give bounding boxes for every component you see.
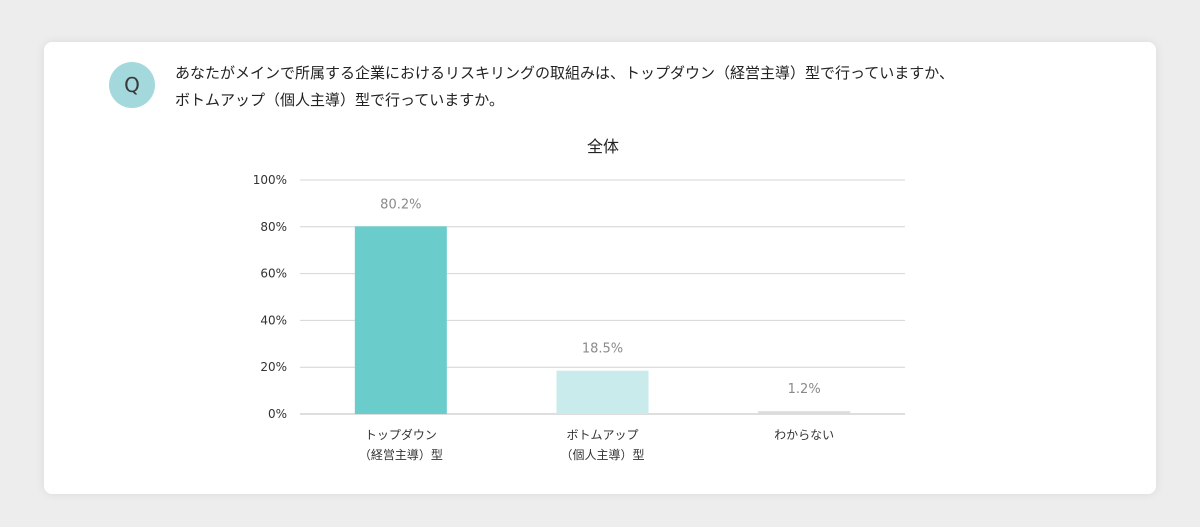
question-line-1: あなたがメインで所属する企業におけるリスキリングの取組みは、トップダウン（経営主… [175,64,954,82]
x-axis-ticks: トップダウン （経営主導）型 ボトムアップ （個人主導）型 わからない [359,427,834,462]
bar-value-label: 1.2% [788,382,821,397]
question-card [44,42,1156,494]
x-tick-label: （個人主導）型 [560,448,644,462]
x-tick-label: トップダウン [365,427,437,442]
y-tick-label: 80% [260,220,287,234]
question-line-2: ボトムアップ（個人主導）型で行っていますか。 [175,91,504,109]
bar-value-labels: 80.2% 18.5% 1.2% [380,197,821,397]
bar [354,226,447,414]
bar-value-label: 80.2% [380,197,421,212]
y-tick-label: 100% [253,173,287,187]
bars [354,226,851,414]
x-tick-label: ボトムアップ [566,428,638,442]
y-axis-ticks: 0% 20% 40% 60% 80% 100% [253,173,287,421]
y-tick-label: 20% [260,360,287,374]
y-tick-label: 40% [260,313,287,327]
x-tick-label: （経営主導）型 [359,448,443,462]
bar [556,370,649,414]
bar-value-label: 18.5% [582,342,623,357]
y-tick-label: 60% [260,267,287,281]
chart-title: 全体 [587,137,619,156]
bar [758,411,851,414]
question-text: あなたがメインで所属する企業におけるリスキリングの取組みは、トップダウン（経営主… [175,60,1055,114]
x-tick-label: わからない [774,428,834,442]
question-badge: Q [109,62,155,108]
y-tick-label: 0% [268,407,287,421]
